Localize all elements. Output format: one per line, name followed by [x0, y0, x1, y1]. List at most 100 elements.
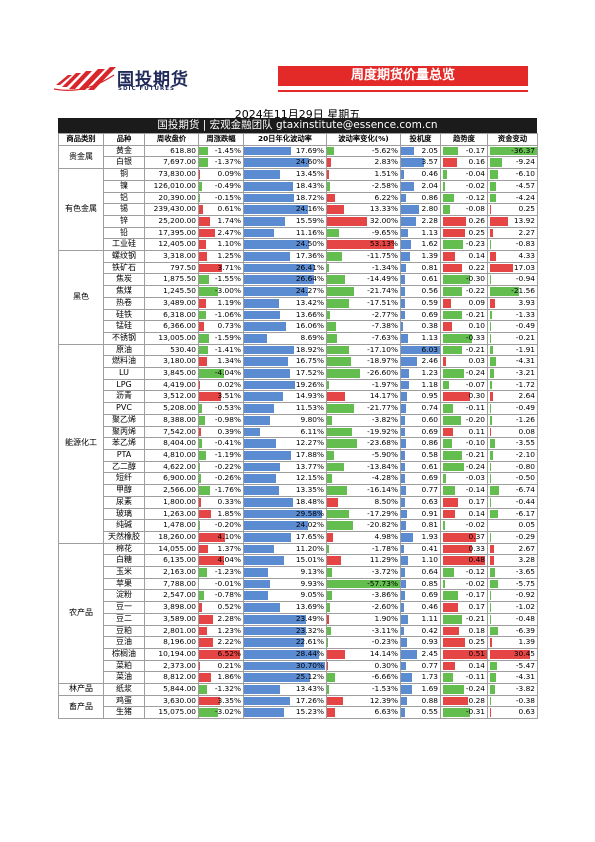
cell-value: 0.08 [518, 426, 535, 436]
data-bar [327, 568, 332, 577]
close-cell: 239,430.00 [144, 203, 199, 216]
volatility-cell: 15.01% [243, 554, 327, 568]
weekly-change-cell: -0.01% [198, 577, 244, 591]
data-bar [327, 287, 355, 296]
cell-value: 1.86% [217, 672, 241, 682]
data-bar [199, 474, 201, 484]
cell-value: 1.39 [518, 637, 535, 647]
commodity-name-cell: 焦炭 [103, 273, 145, 287]
data-bar [490, 404, 491, 413]
cell-value: 8.50% [374, 496, 398, 506]
data-bar [490, 392, 494, 402]
close-cell: 3,845.00 [144, 367, 199, 380]
data-bar [443, 369, 465, 378]
cell-value: -21.56 [511, 286, 535, 296]
logo-name-cn: 国投期货 [117, 70, 189, 90]
vol-change-cell: -1.78% [326, 542, 401, 556]
data-bar [443, 240, 464, 250]
table-row: 焦煤 1,245.50 -3.00% 24.27% -21.74% 0.56 -0.22 -2… [59, 285, 538, 298]
volatility-cell: 30.70% [243, 659, 327, 673]
data-bar [244, 216, 286, 226]
data-bar [401, 170, 404, 179]
table-row: 豆一 3,898.00 0.52% 13.69% -2.60% 0.46 0.17 -1.02 [59, 601, 538, 614]
cell-value: 1.62 [421, 239, 438, 249]
data-bar [327, 380, 330, 390]
cell-value: 12.27% [295, 438, 324, 448]
logo: 国投期货 SDIC FUTURES [54, 63, 204, 95]
cell-value: 0.03 [468, 356, 485, 366]
data-bar [244, 275, 315, 285]
cell-value: 0.48 [468, 555, 485, 565]
volatility-cell: 13.69% [243, 601, 327, 614]
cell-value: 26.41% [295, 262, 324, 272]
weekly-change-cell: -3.00% [198, 285, 244, 298]
cell-value: 23.49% [295, 613, 324, 623]
cell-value: 12.39% [369, 695, 398, 705]
data-bar [244, 345, 295, 355]
table-row: 豆粕 2,801.00 1.23% 23.32% -3.11% 0.42 0.18 -6.39 [59, 624, 538, 638]
data-bar [327, 193, 335, 203]
data-bar [244, 310, 281, 320]
vol-change-cell: -1.34% [326, 261, 401, 275]
cell-value: 2.64 [518, 391, 535, 401]
cell-value: -19.92% [367, 426, 398, 436]
cell-value: 2.22% [217, 637, 241, 647]
data-bar [401, 450, 405, 460]
weekly-change-cell: 6.52% [198, 647, 244, 661]
trend-cell: 0.14 [440, 507, 488, 521]
data-bar [443, 626, 459, 636]
data-bar [443, 380, 450, 390]
data-bar [327, 310, 331, 320]
table-row: LU 3,845.00 -4.04% 17.52% -26.60% 1.23 -0.24 -3… [59, 367, 538, 380]
data-bar [401, 158, 424, 168]
cell-value: -1.76% [214, 485, 241, 495]
data-bar [443, 696, 468, 706]
close-cell: 3,489.00 [144, 296, 199, 310]
weekly-change-cell: 0.61% [198, 203, 244, 216]
table-row: 菜粕 2,373.00 0.21% 30.70% 0.30% 0.77 0.14 -5.47 [59, 659, 538, 673]
data-bar [490, 181, 497, 191]
cell-value: 6.11% [300, 426, 324, 436]
trend-cell: -0.22 [440, 285, 488, 298]
category-cell: 黑色 [58, 250, 104, 345]
trend-cell: 0.33 [440, 542, 488, 556]
data-bar [327, 158, 331, 168]
data-bar [490, 603, 492, 612]
table-row: 铝 20,390.00 -0.15% 18.72% 6.22% 0.86 -0.12 -4.2… [59, 191, 538, 205]
data-bar [490, 345, 493, 355]
commodity-name-cell: 苯乙烯 [103, 437, 145, 450]
data-bar [244, 357, 289, 367]
fund-flow-cell: 13.92 [487, 214, 538, 228]
cell-value: 24.16% [295, 204, 324, 214]
cell-value: 0.21% [217, 660, 241, 670]
close-cell: 15,075.00 [144, 706, 199, 720]
commodity-name-cell: 玻璃 [103, 507, 145, 521]
volatility-cell: 24.50% [243, 238, 327, 252]
data-bar [401, 521, 407, 530]
commodity-name-cell: 淀粉 [103, 589, 145, 603]
volatility-cell: 17.36% [243, 250, 327, 263]
commodity-name-cell: LPG [103, 378, 145, 392]
cell-value: 0.91 [421, 508, 438, 518]
fund-flow-cell: -3.55 [487, 437, 538, 450]
table-row: 能源化工 原油 530.40 -1.41% 18.92% -17.10% 6.03 -0.21… [58, 343, 538, 544]
cell-value: -0.50 [515, 473, 535, 483]
volatility-cell: 11.53% [243, 402, 327, 415]
cell-value: -1.02 [515, 602, 535, 612]
cell-value: -0.02 [465, 578, 485, 588]
cell-value: 9.93% [300, 578, 324, 588]
speculation-cell: 1.13 [400, 226, 441, 240]
data-bar [443, 579, 445, 589]
data-bar [199, 685, 208, 694]
cell-value: 0.11 [468, 426, 485, 436]
commodity-name-cell: 原油 [103, 343, 145, 357]
cell-value: -4.04% [214, 368, 241, 378]
data-bar [244, 486, 280, 495]
data-bar [443, 638, 466, 647]
table-row: 畜产品 鸡蛋 3,630.00 3.35% 17.26% 12.39% 0.88 0.28 -0… [58, 694, 538, 720]
close-cell: 7,788.00 [144, 577, 199, 591]
data-bar [327, 696, 343, 706]
data-bar [490, 591, 492, 601]
weekly-change-cell: -0.53% [198, 402, 244, 415]
cell-value: -1.19% [214, 449, 241, 459]
